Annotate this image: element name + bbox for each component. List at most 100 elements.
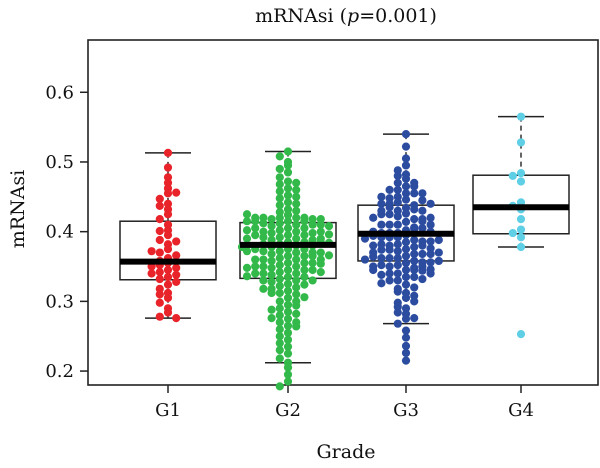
data-point-G2 xyxy=(275,332,284,341)
data-point-G1 xyxy=(163,163,173,172)
chart-title-rest: =0.001) xyxy=(359,5,437,27)
data-point-G3 xyxy=(393,178,402,187)
data-point-G2 xyxy=(308,265,317,275)
data-point-G2 xyxy=(300,272,309,282)
data-point-G3 xyxy=(401,189,411,198)
y-tick-label: 0.2 xyxy=(45,361,74,382)
data-point-G1 xyxy=(172,251,181,260)
data-point-G2 xyxy=(259,269,268,278)
data-point-G1 xyxy=(155,201,164,210)
data-point-G1 xyxy=(155,194,164,204)
data-point-G2 xyxy=(275,261,284,270)
data-point-G2 xyxy=(251,217,260,226)
data-point-G3 xyxy=(434,248,443,257)
data-point-G1 xyxy=(155,267,164,277)
data-point-G2 xyxy=(292,185,301,194)
data-point-G2 xyxy=(275,173,284,182)
data-point-G2 xyxy=(275,281,284,291)
data-point-G3 xyxy=(410,283,419,292)
data-point-G1 xyxy=(163,231,173,240)
data-point-G3 xyxy=(426,237,435,246)
x-tick-label: G3 xyxy=(393,400,419,421)
data-point-G3 xyxy=(369,265,378,275)
data-point-G1 xyxy=(163,272,173,282)
data-point-G1 xyxy=(163,148,173,158)
data-point-G1 xyxy=(155,235,164,245)
data-point-G3 xyxy=(393,261,402,270)
data-point-G3 xyxy=(410,178,419,187)
data-point-G2 xyxy=(292,199,301,208)
data-point-G2 xyxy=(267,228,276,238)
data-point-G2 xyxy=(242,263,252,273)
data-point-G2 xyxy=(292,227,301,236)
data-point-G3 xyxy=(418,241,427,250)
data-point-G1 xyxy=(172,237,181,246)
data-point-G1 xyxy=(155,226,164,236)
data-point-G2 xyxy=(316,259,325,268)
data-point-G2 xyxy=(324,221,334,231)
data-point-G2 xyxy=(292,322,301,331)
data-point-G3 xyxy=(393,171,402,181)
data-point-G2 xyxy=(283,307,293,316)
data-point-G3 xyxy=(385,203,394,212)
data-point-G1 xyxy=(163,280,173,289)
data-point-G3 xyxy=(426,213,435,222)
data-point-G2 xyxy=(267,249,276,259)
data-point-G3 xyxy=(393,220,402,229)
data-point-G3 xyxy=(393,308,402,317)
data-point-G2 xyxy=(267,221,276,231)
data-point-G2 xyxy=(275,325,284,334)
data-point-G3 xyxy=(385,220,394,229)
data-point-G3 xyxy=(418,224,427,233)
data-point-G2 xyxy=(292,255,301,264)
data-point-G4 xyxy=(516,330,526,339)
data-point-G3 xyxy=(401,195,411,204)
data-point-G2 xyxy=(275,201,284,210)
data-point-G3 xyxy=(410,297,419,306)
data-point-G2 xyxy=(283,328,293,337)
data-point-G3 xyxy=(410,313,419,323)
data-point-G1 xyxy=(155,312,164,321)
data-point-G2 xyxy=(242,234,252,243)
data-point-G3 xyxy=(377,206,386,215)
data-point-G1 xyxy=(172,313,181,323)
data-point-G3 xyxy=(393,212,402,221)
data-point-G3 xyxy=(401,182,411,191)
data-point-G3 xyxy=(401,209,411,218)
data-point-G2 xyxy=(275,219,284,228)
data-point-G2 xyxy=(316,227,325,236)
data-point-G2 xyxy=(275,318,284,327)
data-point-G2 xyxy=(251,262,260,271)
data-point-G2 xyxy=(283,147,293,156)
plot-frame xyxy=(87,39,599,386)
data-point-G2 xyxy=(267,305,276,314)
data-point-G2 xyxy=(292,234,301,243)
data-point-G3 xyxy=(410,265,419,275)
data-point-G2 xyxy=(283,272,293,282)
data-point-G2 xyxy=(300,265,309,275)
data-point-G3 xyxy=(385,254,394,263)
data-point-G2 xyxy=(259,284,268,293)
data-point-G1 xyxy=(155,215,164,224)
data-point-G2 xyxy=(292,276,301,285)
data-point-G3 xyxy=(401,293,411,302)
data-point-G3 xyxy=(418,206,427,215)
data-point-G3 xyxy=(401,341,411,351)
data-point-G2 xyxy=(283,293,293,302)
data-point-G2 xyxy=(275,339,284,348)
data-point-G3 xyxy=(393,287,402,296)
data-point-G1 xyxy=(172,263,181,273)
data-point-G1 xyxy=(155,290,164,299)
data-point-G2 xyxy=(275,288,284,298)
data-point-G2 xyxy=(283,258,293,268)
data-point-G3 xyxy=(434,256,443,266)
data-point-G3 xyxy=(393,185,402,194)
data-point-G2 xyxy=(251,231,260,240)
data-point-G2 xyxy=(267,288,276,298)
data-point-G3 xyxy=(377,270,386,279)
data-point-G3 xyxy=(410,249,419,259)
data-point-G2 xyxy=(275,233,284,242)
data-point-G2 xyxy=(316,220,325,229)
data-point-G2 xyxy=(259,262,268,271)
data-point-G2 xyxy=(300,251,309,261)
